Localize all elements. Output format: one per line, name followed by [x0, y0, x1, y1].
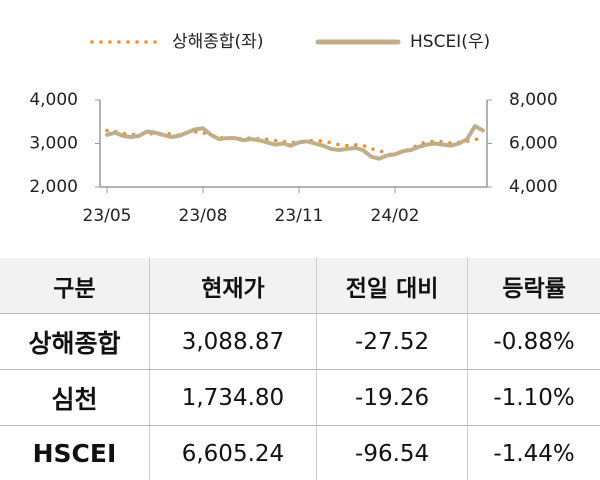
table-cell: -1.44%: [467, 425, 600, 480]
table-cell: -96.54: [315, 425, 468, 480]
header-cell: 구분: [0, 258, 150, 314]
x-tick-label: 23/05: [83, 206, 132, 226]
y2-tick-label: 4,000: [509, 177, 558, 197]
table-cell: -0.88%: [467, 313, 600, 370]
header-cell: 등락률: [467, 258, 600, 314]
table-cell: -27.52: [315, 313, 468, 370]
table-cell: 상해종합: [0, 313, 150, 370]
table-body: 상해종합 3,088.87 -27.52 -0.88% 심천 1,734.80 -19.26…: [0, 313, 600, 480]
chart: 2,000 3,000 4,000 4,000 6,000 8,000 23/05 23/08…: [29, 32, 558, 226]
table-cell: 심천: [0, 369, 150, 426]
x-tick-label: 23/08: [179, 206, 228, 226]
y-tick-label: 4,000: [29, 90, 78, 110]
table-cell: 6,605.24: [148, 425, 317, 480]
table-cell: -19.26: [315, 369, 468, 426]
legend-label: HSCEI(우): [410, 32, 490, 52]
table-cell: -1.10%: [467, 369, 600, 426]
table-row: 상해종합 3,088.87 -27.52 -0.88%: [0, 313, 600, 370]
table-row: 심천 1,734.80 -19.26 -1.10%: [0, 369, 600, 426]
table-row: HSCEI 6,605.24 -96.54 -1.44%: [0, 425, 600, 480]
header-cell: 현재가: [148, 258, 317, 314]
table-cell: 3,088.87: [148, 313, 317, 370]
table-cell: HSCEI: [0, 425, 150, 480]
header-cell: 전일 대비: [315, 258, 468, 314]
x-tick-label: 23/11: [275, 206, 324, 226]
table-cell: 1,734.80: [148, 369, 317, 426]
x-tick-label: 24/02: [371, 206, 420, 226]
table-header: 구분 현재가 전일 대비 등락률: [0, 258, 600, 314]
y-tick-label: 3,000: [29, 134, 78, 154]
y-tick-label: 2,000: [29, 177, 78, 197]
y2-tick-label: 8,000: [509, 90, 558, 110]
y2-tick-label: 6,000: [509, 134, 558, 154]
series-line: [105, 124, 485, 161]
legend-label: 상해종합(좌): [172, 32, 263, 52]
quote-table: 구분 현재가 전일 대비 등락률 상해종합 3,088.87 -27.52 -0.88% 심천…: [0, 258, 600, 480]
